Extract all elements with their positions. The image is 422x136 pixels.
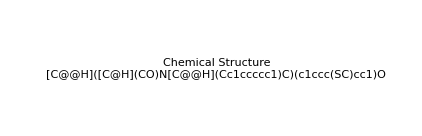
Text: Chemical Structure
[C@@H]([C@H](CO)N[C@@H](Cc1ccccc1)C)(c1ccc(SC)cc1)O: Chemical Structure [C@@H]([C@H](CO)N[C@@… [46, 58, 386, 79]
